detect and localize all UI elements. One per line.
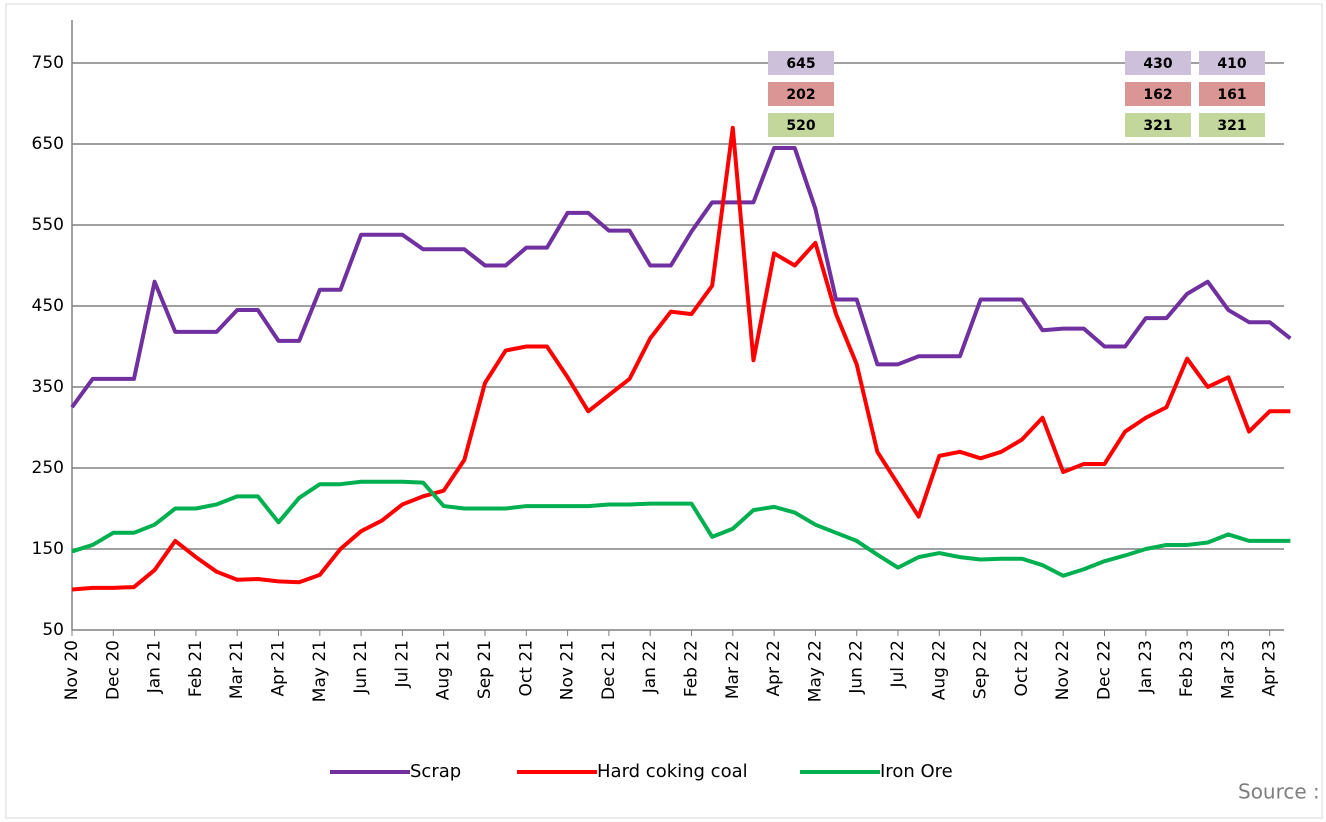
- y-tick-label: 250: [32, 458, 64, 478]
- x-tick-label: Feb 21: [186, 640, 206, 697]
- x-tick-label: Sep 21: [475, 640, 495, 699]
- y-tick-label: 350: [32, 377, 64, 397]
- annotation-box: [1125, 51, 1191, 75]
- x-tick-label: Mar 23: [1218, 640, 1238, 699]
- x-tick-label: Jun 22: [847, 640, 867, 695]
- y-tick-label: 750: [32, 53, 64, 73]
- x-tick-label: Oct 22: [1012, 640, 1032, 696]
- y-tick-label: 450: [32, 296, 64, 316]
- x-tick-label: Feb 23: [1177, 640, 1197, 697]
- x-tick-label: Jul 22: [888, 640, 908, 689]
- annotation-box: [1125, 113, 1191, 137]
- x-tick-label: Dec 22: [1095, 640, 1115, 700]
- y-tick-label: 650: [32, 134, 64, 154]
- legend-label: Hard coking coal: [597, 761, 748, 782]
- legend-label: Iron Ore: [880, 761, 953, 782]
- x-tick-label: May 22: [805, 640, 825, 702]
- annotation-label: 321: [1143, 118, 1172, 134]
- x-tick-label: Apr 22: [764, 640, 784, 696]
- x-tick-label: May 21: [310, 640, 330, 702]
- x-tick-label: Aug 21: [434, 640, 454, 700]
- x-tick-label: Nov 22: [1053, 640, 1073, 700]
- x-tick-label: Dec 21: [599, 640, 619, 700]
- x-tick-label: Jan 22: [640, 640, 660, 694]
- x-tick-label: Apr 21: [269, 640, 289, 696]
- x-tick-label: Sep 22: [971, 640, 991, 699]
- annotation-box: [768, 51, 834, 75]
- annotation-label: 202: [786, 87, 815, 103]
- annotation-box: [1199, 113, 1265, 137]
- x-tick-label: Apr 23: [1260, 640, 1280, 696]
- y-tick-label: 50: [42, 620, 64, 640]
- x-tick-label: Oct 21: [516, 640, 536, 696]
- x-tick-label: Feb 22: [682, 640, 702, 697]
- series-line: [70, 146, 1292, 409]
- annotation-label: 430: [1143, 56, 1172, 72]
- x-tick-label: Mar 21: [227, 640, 247, 699]
- series-line: [71, 125, 1291, 592]
- annotation-label: 162: [1143, 87, 1172, 103]
- annotation-label: 161: [1217, 87, 1246, 103]
- x-tick-label: Mar 22: [723, 640, 743, 699]
- x-tick-label: Nov 20: [62, 640, 82, 700]
- annotation-box: [768, 113, 834, 137]
- x-tick-label: Jul 21: [392, 640, 412, 689]
- series-line: [71, 479, 1291, 578]
- y-tick-label: 550: [32, 215, 64, 235]
- annotation-label: 520: [786, 118, 815, 134]
- y-tick-label: 150: [32, 539, 64, 559]
- annotation-label: 321: [1217, 118, 1246, 134]
- x-tick-label: Nov 21: [558, 640, 578, 700]
- annotation-box: [768, 82, 834, 106]
- frame: [5, 3, 1323, 819]
- x-tick-label: Aug 22: [929, 640, 949, 700]
- source: Source :: [1238, 780, 1320, 804]
- annotation-label: 410: [1217, 56, 1246, 72]
- x-tick-label: Jun 21: [351, 640, 371, 695]
- x-tick-label: Dec 20: [103, 640, 123, 700]
- annotation-box: [1125, 82, 1191, 106]
- annotation-box: [1199, 82, 1265, 106]
- annotation-box: [1199, 51, 1265, 75]
- annotation-label: 645: [786, 56, 815, 72]
- x-tick-label: Jan 23: [1136, 640, 1156, 694]
- legend-label: Scrap: [410, 761, 461, 782]
- x-tick-label: Jan 21: [145, 640, 165, 694]
